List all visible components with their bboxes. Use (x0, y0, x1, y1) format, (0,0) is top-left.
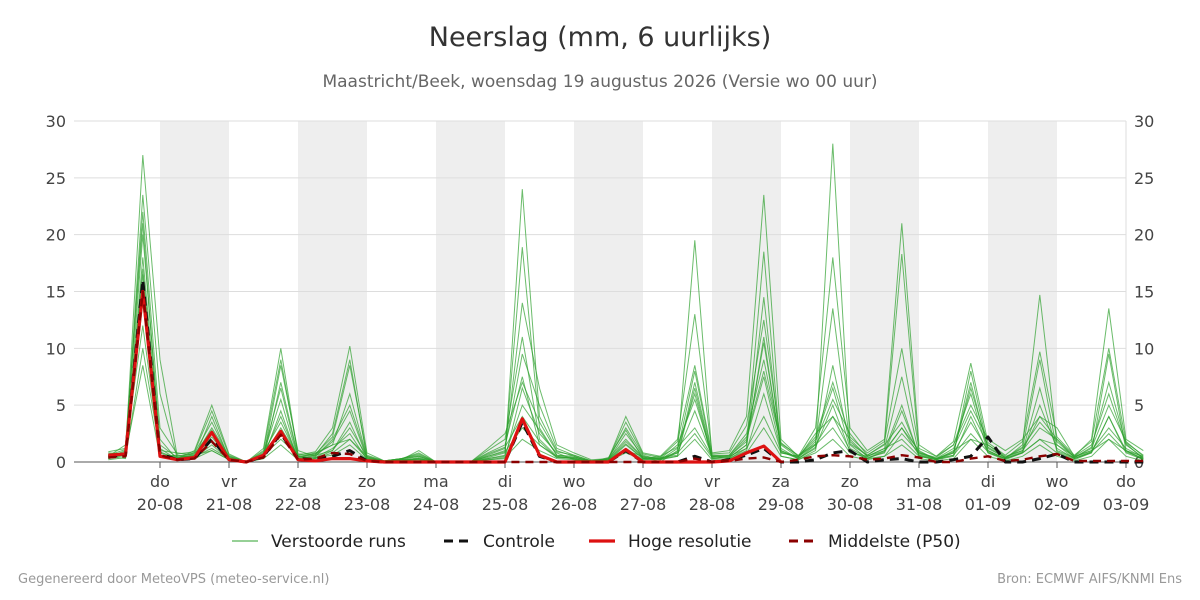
x-tick-day: zo (841, 472, 859, 491)
y-tick-label-left: 30 (46, 112, 66, 131)
ensemble-member-line (108, 223, 1144, 463)
y-tick-label-left: 0 (56, 453, 66, 472)
y-tick-label-right: 30 (1134, 112, 1154, 131)
x-tick-date: 02-09 (1034, 495, 1081, 514)
y-tick-label-left: 10 (46, 339, 66, 358)
x-tick-day: wo (1046, 472, 1069, 491)
x-tick-day: za (289, 472, 307, 491)
y-tick-label-right: 25 (1134, 169, 1154, 188)
x-tick-day: do (150, 472, 170, 491)
x-tick-day: di (981, 472, 996, 491)
footer-generated-by: Gegenereerd door MeteoVPS (meteo-service… (18, 572, 330, 587)
x-tick-day: do (1116, 472, 1136, 491)
x-tick-day: vr (704, 472, 720, 491)
x-tick-date: 01-09 (965, 495, 1012, 514)
x-tick-date: 31-08 (896, 495, 943, 514)
x-tick-date: 27-08 (620, 495, 667, 514)
x-tick-day: di (498, 472, 513, 491)
ensemble-member-line (108, 365, 1144, 463)
ensemble-member-line (108, 194, 1144, 463)
x-tick-day: vr (221, 472, 237, 491)
chart-title: Neerslag (mm, 6 uurlijks) (428, 22, 772, 53)
y-tick-label-right: 5 (1134, 396, 1144, 415)
ensemble-member-line (108, 211, 1144, 463)
ensemble-member-line (108, 325, 1144, 463)
x-tick-date: 25-08 (482, 495, 529, 514)
y-tick-label-left: 20 (46, 226, 66, 245)
ensemble-member-line (108, 348, 1144, 463)
x-tick-date: 22-08 (275, 495, 322, 514)
ensemble-member-line (108, 257, 1144, 463)
x-tick-day: za (772, 472, 790, 491)
x-tick-day: ma (906, 472, 931, 491)
x-tick-date: 20-08 (137, 495, 184, 514)
x-tick-date: 24-08 (413, 495, 460, 514)
x-tick-date: 28-08 (689, 495, 736, 514)
legend-label: Verstoorde runs (271, 532, 406, 552)
x-tick-date: 26-08 (551, 495, 598, 514)
x-tick-date: 30-08 (827, 495, 874, 514)
y-tick-label-left: 15 (46, 283, 66, 302)
footer-source: Bron: ECMWF AIFS/KNMI Ens (997, 572, 1182, 587)
chart-subtitle: Maastricht/Beek, woensdag 19 augustus 20… (322, 72, 878, 92)
x-tick-day: ma (423, 472, 448, 491)
x-tick-day: wo (563, 472, 586, 491)
x-tick-date: 23-08 (344, 495, 391, 514)
x-tick-date: 21-08 (206, 495, 253, 514)
y-tick-label-right: 15 (1134, 283, 1154, 302)
x-tick-day: zo (358, 472, 376, 491)
x-tick-day: do (633, 472, 653, 491)
series-line-middelste-p50 (108, 290, 1144, 464)
y-tick-label-right: 10 (1134, 339, 1154, 358)
ensemble-member-line (108, 274, 1144, 463)
y-tick-label-left: 5 (56, 396, 66, 415)
y-tick-label-left: 25 (46, 169, 66, 188)
ensemble-member-line (108, 234, 1144, 463)
legend-label: Hoge resolutie (628, 532, 752, 552)
legend-label: Controle (483, 532, 555, 552)
x-tick-date: 29-08 (758, 495, 805, 514)
x-tick-date: 03-09 (1103, 495, 1150, 514)
y-tick-label-right: 20 (1134, 226, 1154, 245)
legend-label: Middelste (P50) (828, 532, 961, 552)
